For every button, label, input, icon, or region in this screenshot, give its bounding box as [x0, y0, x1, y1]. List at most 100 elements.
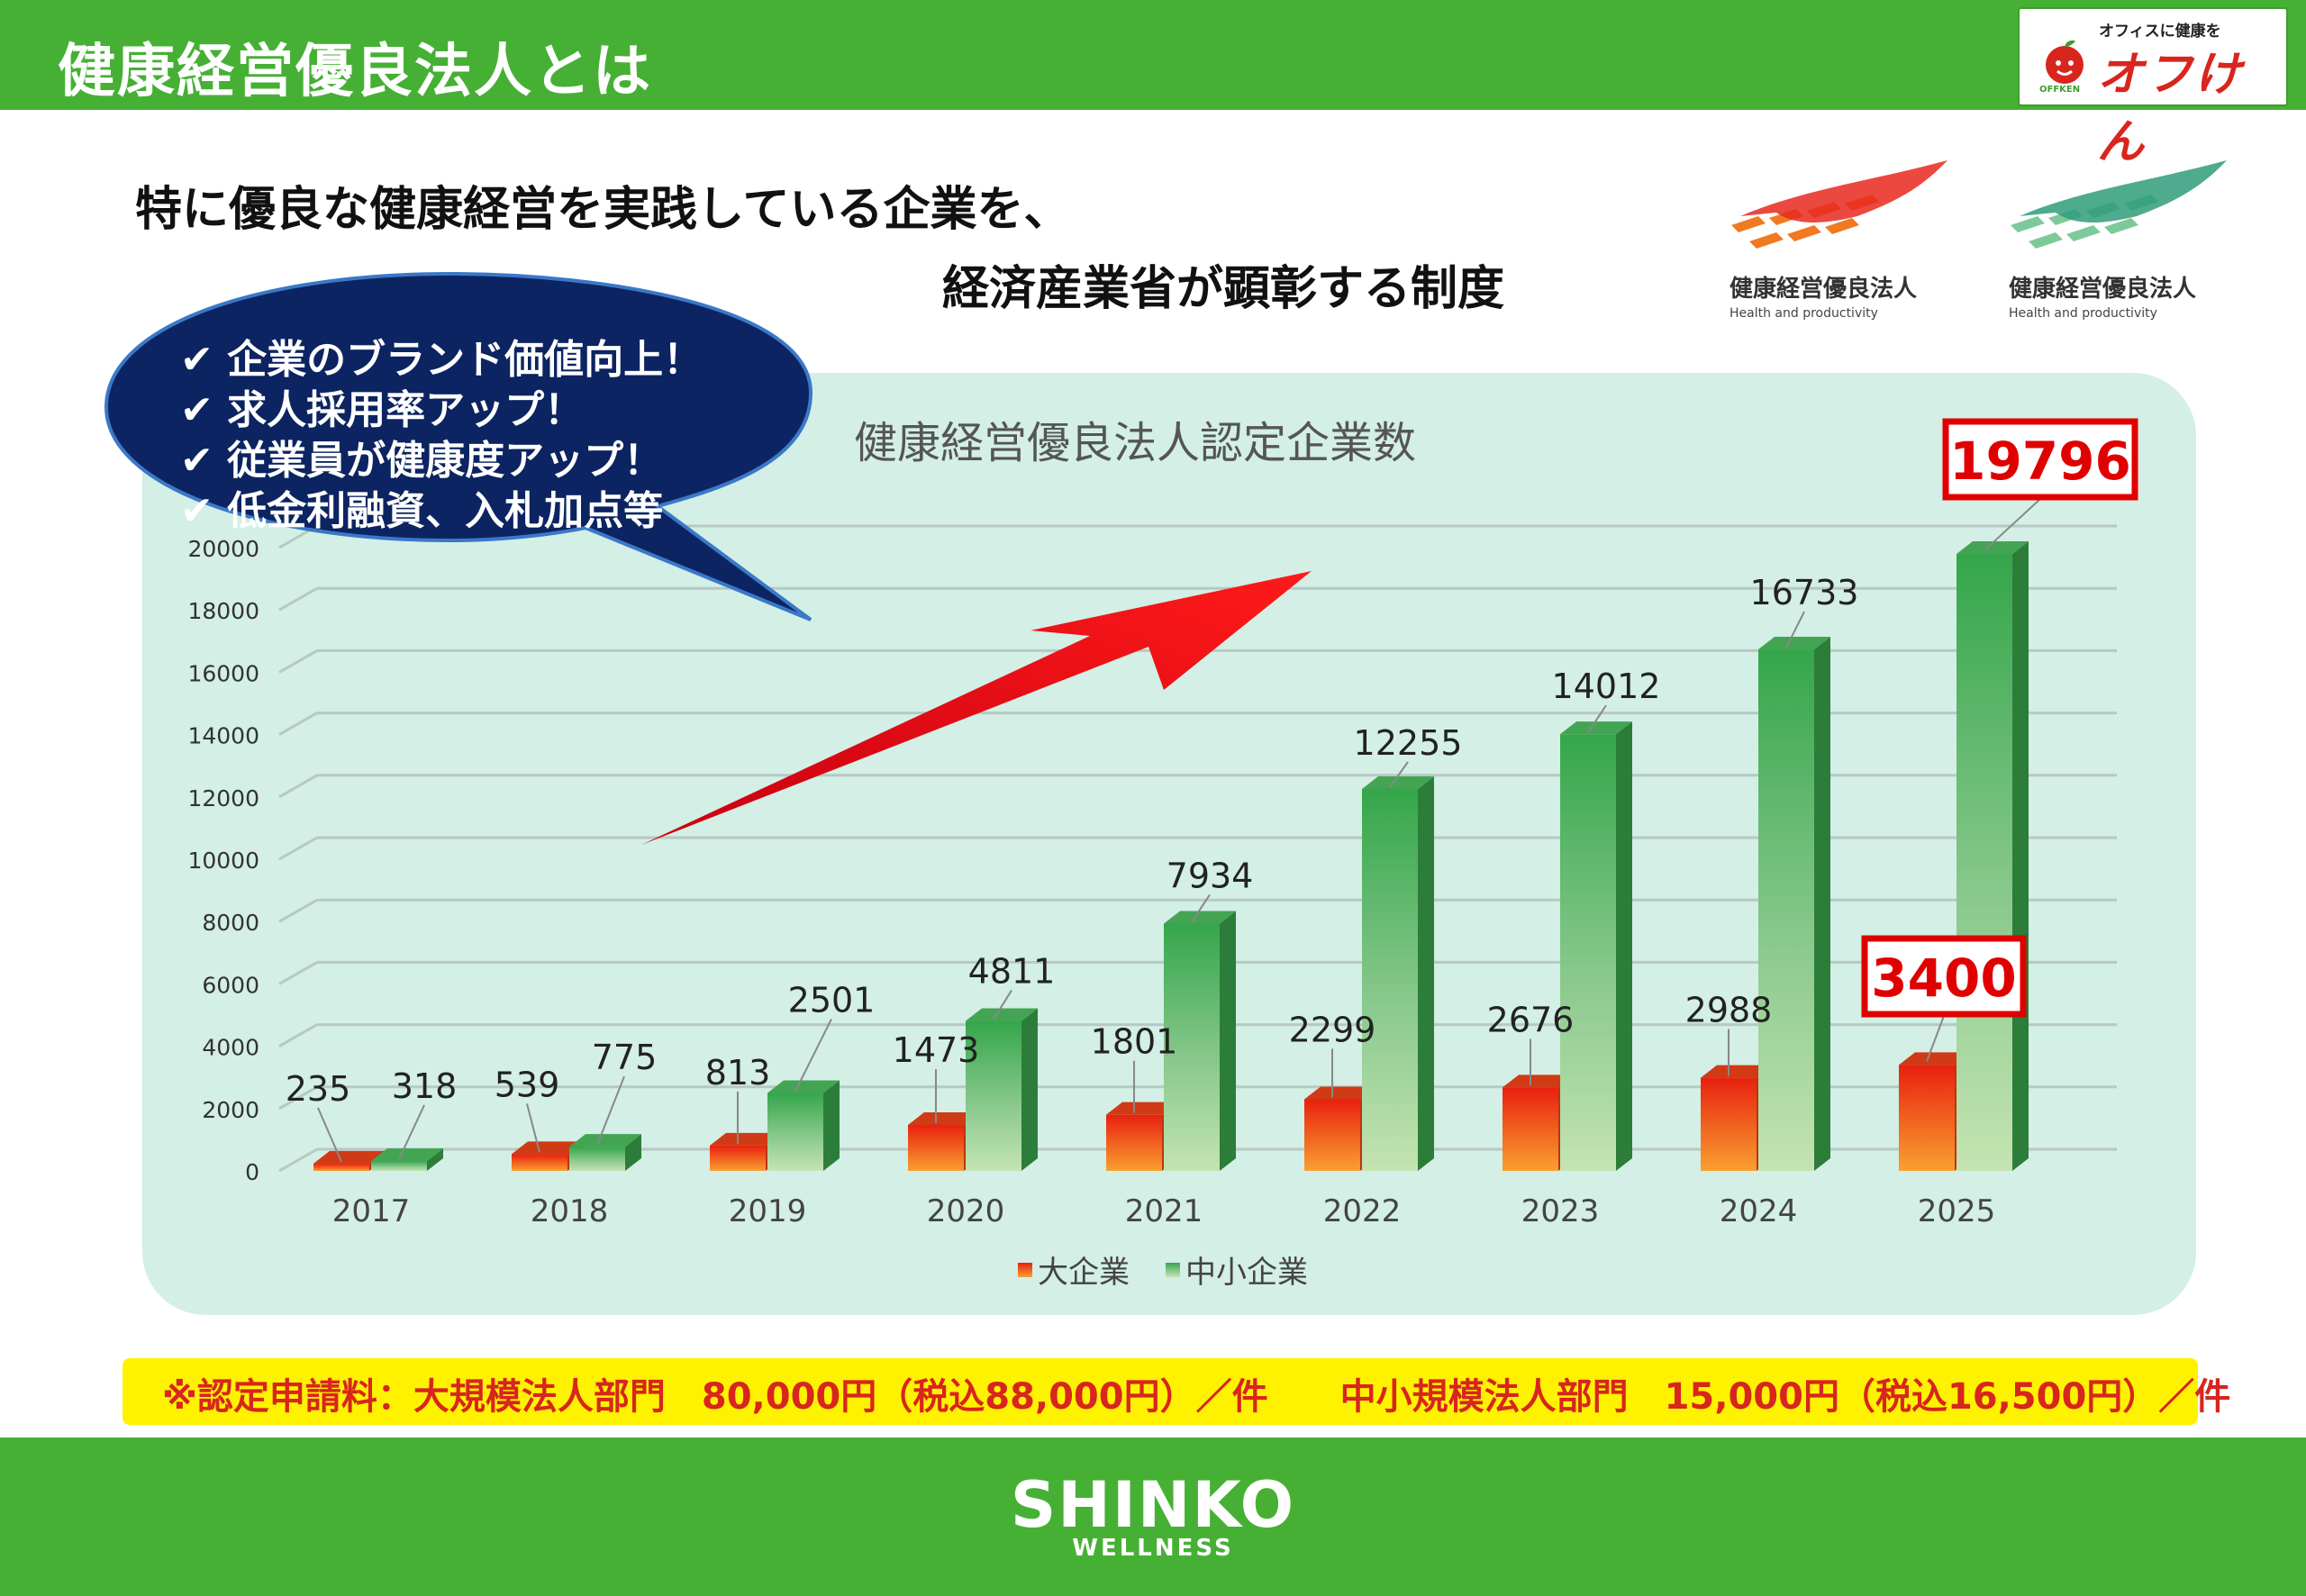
benefits-list: ✔ 企業のブランド価値向上！ ✔ 求人採用率アップ！ ✔ 従業員が健康度アップ！… [180, 335, 703, 537]
certificate-sub: Health and productivity [1730, 306, 1878, 321]
gridline-side [278, 774, 318, 799]
bar [767, 1093, 823, 1171]
bar-top [1956, 541, 2029, 555]
label-leader [1984, 498, 2041, 551]
bar-top [1106, 1102, 1178, 1115]
data-label: 2501 [788, 980, 876, 1020]
data-label-highlight: 3400 [1871, 948, 2016, 1009]
x-tick-label: 2024 [1720, 1193, 1798, 1229]
y-tick-label: 0 [245, 1159, 259, 1185]
bar-side [2012, 541, 2029, 1171]
bar [1956, 554, 2012, 1171]
bar-side [823, 1080, 840, 1171]
x-tick-label: 2018 [531, 1193, 609, 1229]
highlight-box [1942, 418, 2138, 501]
gridline-side [278, 586, 318, 612]
label-leader [526, 1103, 540, 1153]
bar [512, 1154, 567, 1171]
bar [569, 1147, 625, 1171]
x-tick-label: 2025 [1918, 1193, 1996, 1229]
y-tick-label: 8000 [202, 910, 259, 936]
bar-side [625, 1134, 641, 1171]
bar [1164, 923, 1220, 1171]
bar-top [966, 1008, 1038, 1021]
page-title: 健康経営優良法人とは [58, 39, 652, 105]
bar [1362, 788, 1418, 1171]
footer-bar: SHINKO WELLNESS [0, 1437, 2306, 1596]
data-label: 2676 [1487, 1000, 1575, 1039]
bar [1106, 1114, 1162, 1171]
y-tick-label: 2000 [202, 1097, 259, 1123]
legend-swatch-large [1018, 1263, 1032, 1277]
data-label: 2988 [1685, 991, 1773, 1030]
benefit-item: ✔ 従業員が健康度アップ！ [180, 438, 664, 484]
data-label: 318 [392, 1066, 458, 1106]
bar [1899, 1065, 1955, 1171]
label-leader [1191, 893, 1211, 923]
data-label: 1801 [1091, 1022, 1178, 1062]
data-label: 12255 [1354, 723, 1463, 763]
headline-line2: 経済産業省が顕彰する制度 [942, 262, 1505, 316]
bar-top [1304, 1086, 1376, 1100]
data-label: 775 [592, 1038, 658, 1077]
bar-side [1814, 637, 1830, 1171]
bar-top [1758, 637, 1830, 650]
legend-swatch-sme [1166, 1263, 1180, 1277]
data-label: 539 [495, 1065, 560, 1104]
x-tick-label: 2022 [1323, 1193, 1402, 1229]
y-tick-label: 14000 [187, 723, 259, 749]
highlight-box [1861, 935, 2027, 1018]
y-tick-label: 18000 [187, 598, 259, 624]
bar-top [710, 1132, 782, 1146]
gridline-side [278, 1085, 318, 1111]
bar-side [427, 1147, 443, 1171]
data-label: 14012 [1552, 667, 1661, 706]
bar-top [1164, 911, 1236, 924]
bar-top [371, 1147, 443, 1161]
bar [1560, 734, 1616, 1171]
bar-side [1418, 775, 1434, 1171]
apple-icon [2046, 40, 2084, 84]
x-tick-label: 2019 [729, 1193, 807, 1229]
footer-brand: SHINKO [1010, 1468, 1296, 1542]
data-label: 7934 [1167, 856, 1254, 895]
bar-top [1899, 1052, 1971, 1066]
benefit-item: ✔ 企業のブランド価値向上！ [180, 337, 704, 383]
data-label: 1473 [893, 1030, 980, 1070]
bar [908, 1125, 964, 1171]
certificate-label: 健康経営優良法人 [1730, 276, 1918, 303]
x-tick-label: 2020 [927, 1193, 1005, 1229]
bar-top [512, 1141, 584, 1155]
bar [313, 1163, 369, 1171]
label-leader [1785, 611, 1805, 648]
bar [1304, 1099, 1360, 1171]
gridline-side [278, 898, 318, 923]
logo-tagline: オフィスに健康を [2099, 23, 2221, 41]
x-tick-label: 2017 [332, 1193, 411, 1229]
label-leader [317, 1107, 342, 1163]
benefit-item: ✔ 低金利融資、入札加点等 [180, 488, 664, 534]
label-leader [1587, 704, 1607, 733]
bar [1758, 649, 1814, 1171]
gridline-side [278, 1023, 318, 1047]
bar [710, 1145, 766, 1171]
fee-banner: ※認定申請料：大規模法人部門 80,000円（税込88,000円）／件 中小規模… [123, 1358, 2230, 1425]
bar-side [1616, 721, 1632, 1171]
data-label-highlight: 19796 [1949, 431, 2131, 492]
header-bar: 健康経営優良法人とは オフィスに健康を オフけん OFFKEN [0, 0, 2306, 169]
gridline-side [278, 712, 318, 736]
certificate-sub: Health and productivity [2009, 306, 2157, 321]
bar [1701, 1077, 1757, 1171]
certificate-green: 健康経営優良法人 Health and productivity [2002, 153, 2236, 333]
legend-sme: 中小企業 [1185, 1255, 1308, 1291]
data-label: 16733 [1750, 573, 1859, 612]
certificate-orange: 健康経営優良法人 Health and productivity [1722, 153, 1956, 333]
footer-sub: WELLNESS [1072, 1535, 1234, 1562]
chart-title: 健康経営優良法人認定企業数 [854, 418, 1416, 468]
x-tick-label: 2021 [1125, 1193, 1203, 1229]
logo-name: オフけん [2097, 48, 2244, 169]
y-tick-label: 20000 [187, 536, 259, 562]
data-label: 2299 [1289, 1010, 1376, 1049]
bar-side [1220, 911, 1236, 1171]
offken-logo: オフィスに健康を オフけん OFFKEN [2018, 7, 2288, 169]
